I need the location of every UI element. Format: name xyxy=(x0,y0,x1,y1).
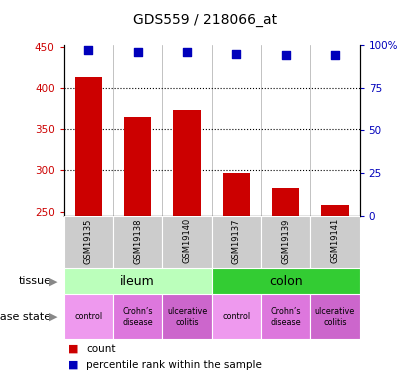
Text: ulcerative
colitis: ulcerative colitis xyxy=(167,307,207,327)
Point xyxy=(184,49,190,55)
Text: Crohn’s
disease: Crohn’s disease xyxy=(270,307,301,327)
Bar xyxy=(113,294,162,339)
Text: disease state: disease state xyxy=(0,312,51,322)
Text: control: control xyxy=(74,312,102,321)
Bar xyxy=(261,216,310,268)
Text: colon: colon xyxy=(269,275,302,288)
Bar xyxy=(261,294,310,339)
Text: ulcerative
colitis: ulcerative colitis xyxy=(315,307,355,327)
Text: GSM19137: GSM19137 xyxy=(232,218,241,264)
Point xyxy=(134,49,141,55)
Text: ▶: ▶ xyxy=(49,312,58,322)
Text: ileum: ileum xyxy=(120,275,155,288)
Bar xyxy=(113,216,162,268)
Text: GSM19139: GSM19139 xyxy=(281,218,290,264)
Text: control: control xyxy=(222,312,250,321)
Point xyxy=(332,52,338,58)
Bar xyxy=(212,216,261,268)
Bar xyxy=(162,216,212,268)
Bar xyxy=(212,294,261,339)
Bar xyxy=(124,117,151,216)
Text: ▶: ▶ xyxy=(49,276,58,286)
Text: GSM19138: GSM19138 xyxy=(133,218,142,264)
Bar xyxy=(212,268,360,294)
Text: ■: ■ xyxy=(68,360,79,370)
Bar xyxy=(64,268,212,294)
Bar xyxy=(64,216,113,268)
Bar xyxy=(75,77,102,216)
Bar xyxy=(310,216,360,268)
Point xyxy=(282,52,289,58)
Text: GSM19135: GSM19135 xyxy=(84,218,93,264)
Text: percentile rank within the sample: percentile rank within the sample xyxy=(86,360,262,370)
Bar xyxy=(321,205,349,216)
Bar xyxy=(223,173,250,216)
Bar xyxy=(162,294,212,339)
Bar xyxy=(310,294,360,339)
Text: GDS559 / 218066_at: GDS559 / 218066_at xyxy=(134,13,277,27)
Text: tissue: tissue xyxy=(18,276,51,286)
Bar xyxy=(64,294,113,339)
Text: count: count xyxy=(86,344,116,354)
Point xyxy=(233,51,240,57)
Text: Crohn’s
disease: Crohn’s disease xyxy=(122,307,153,327)
Bar xyxy=(173,110,201,216)
Point xyxy=(85,47,92,53)
Text: ■: ■ xyxy=(68,344,79,354)
Text: GSM19141: GSM19141 xyxy=(330,218,339,264)
Bar xyxy=(272,188,299,216)
Text: GSM19140: GSM19140 xyxy=(182,218,192,264)
